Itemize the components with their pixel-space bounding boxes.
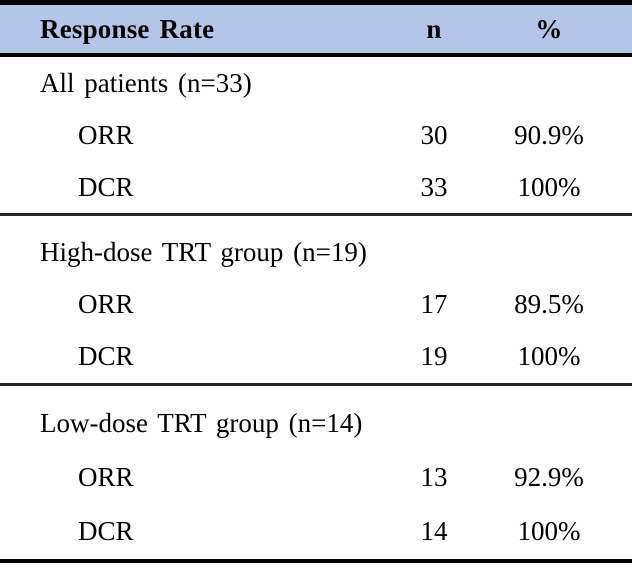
row-n: 30 bbox=[420, 119, 448, 150]
table-row: DCR 33 100% bbox=[0, 161, 632, 213]
table-row: DCR 14 100% bbox=[0, 505, 632, 559]
section-low-dose: Low-dose TRT group (n=14) ORR 13 92.9% D… bbox=[0, 383, 632, 559]
row-label: DCR bbox=[78, 341, 134, 372]
section-heading-row: High-dose TRT group (n=19) bbox=[0, 226, 632, 278]
bottom-margin bbox=[0, 563, 632, 576]
section-heading-row: Low-dose TRT group (n=14) bbox=[0, 396, 632, 450]
table-top-rule bbox=[0, 0, 632, 5]
row-label: ORR bbox=[78, 119, 134, 150]
row-pct: 100% bbox=[517, 171, 581, 202]
table-row: DCR 19 100% bbox=[0, 331, 632, 383]
table-row: ORR 30 90.9% bbox=[0, 109, 632, 161]
section-heading: High-dose TRT group (n=19) bbox=[40, 236, 367, 267]
row-label: DCR bbox=[78, 516, 134, 547]
column-header-percent: % bbox=[535, 13, 563, 44]
row-n: 33 bbox=[420, 171, 448, 202]
row-pct: 89.5% bbox=[514, 288, 584, 319]
row-label: ORR bbox=[78, 461, 134, 492]
column-header-response-rate: Response Rate bbox=[40, 13, 215, 44]
section-all-patients: All patients (n=33) ORR 30 90.9% DCR 33 … bbox=[0, 57, 632, 213]
table-row: ORR 17 89.5% bbox=[0, 278, 632, 330]
table-header-row: Response Rate n % bbox=[0, 5, 632, 57]
row-label: DCR bbox=[78, 171, 134, 202]
row-pct: 100% bbox=[517, 516, 581, 547]
section-high-dose: High-dose TRT group (n=19) ORR 17 89.5% … bbox=[0, 213, 632, 383]
row-pct: 90.9% bbox=[514, 119, 584, 150]
table-bottom-rule bbox=[0, 559, 632, 563]
row-n: 19 bbox=[420, 341, 448, 372]
row-pct: 92.9% bbox=[514, 461, 584, 492]
row-n: 17 bbox=[420, 288, 448, 319]
row-label: ORR bbox=[78, 288, 134, 319]
section-heading: All patients (n=33) bbox=[40, 67, 252, 98]
column-header-n: n bbox=[426, 13, 442, 44]
section-heading: Low-dose TRT group (n=14) bbox=[40, 407, 363, 438]
row-n: 14 bbox=[420, 516, 448, 547]
row-n: 13 bbox=[420, 461, 448, 492]
section-heading-row: All patients (n=33) bbox=[0, 57, 632, 109]
row-pct: 100% bbox=[517, 341, 581, 372]
table-row: ORR 13 92.9% bbox=[0, 450, 632, 504]
